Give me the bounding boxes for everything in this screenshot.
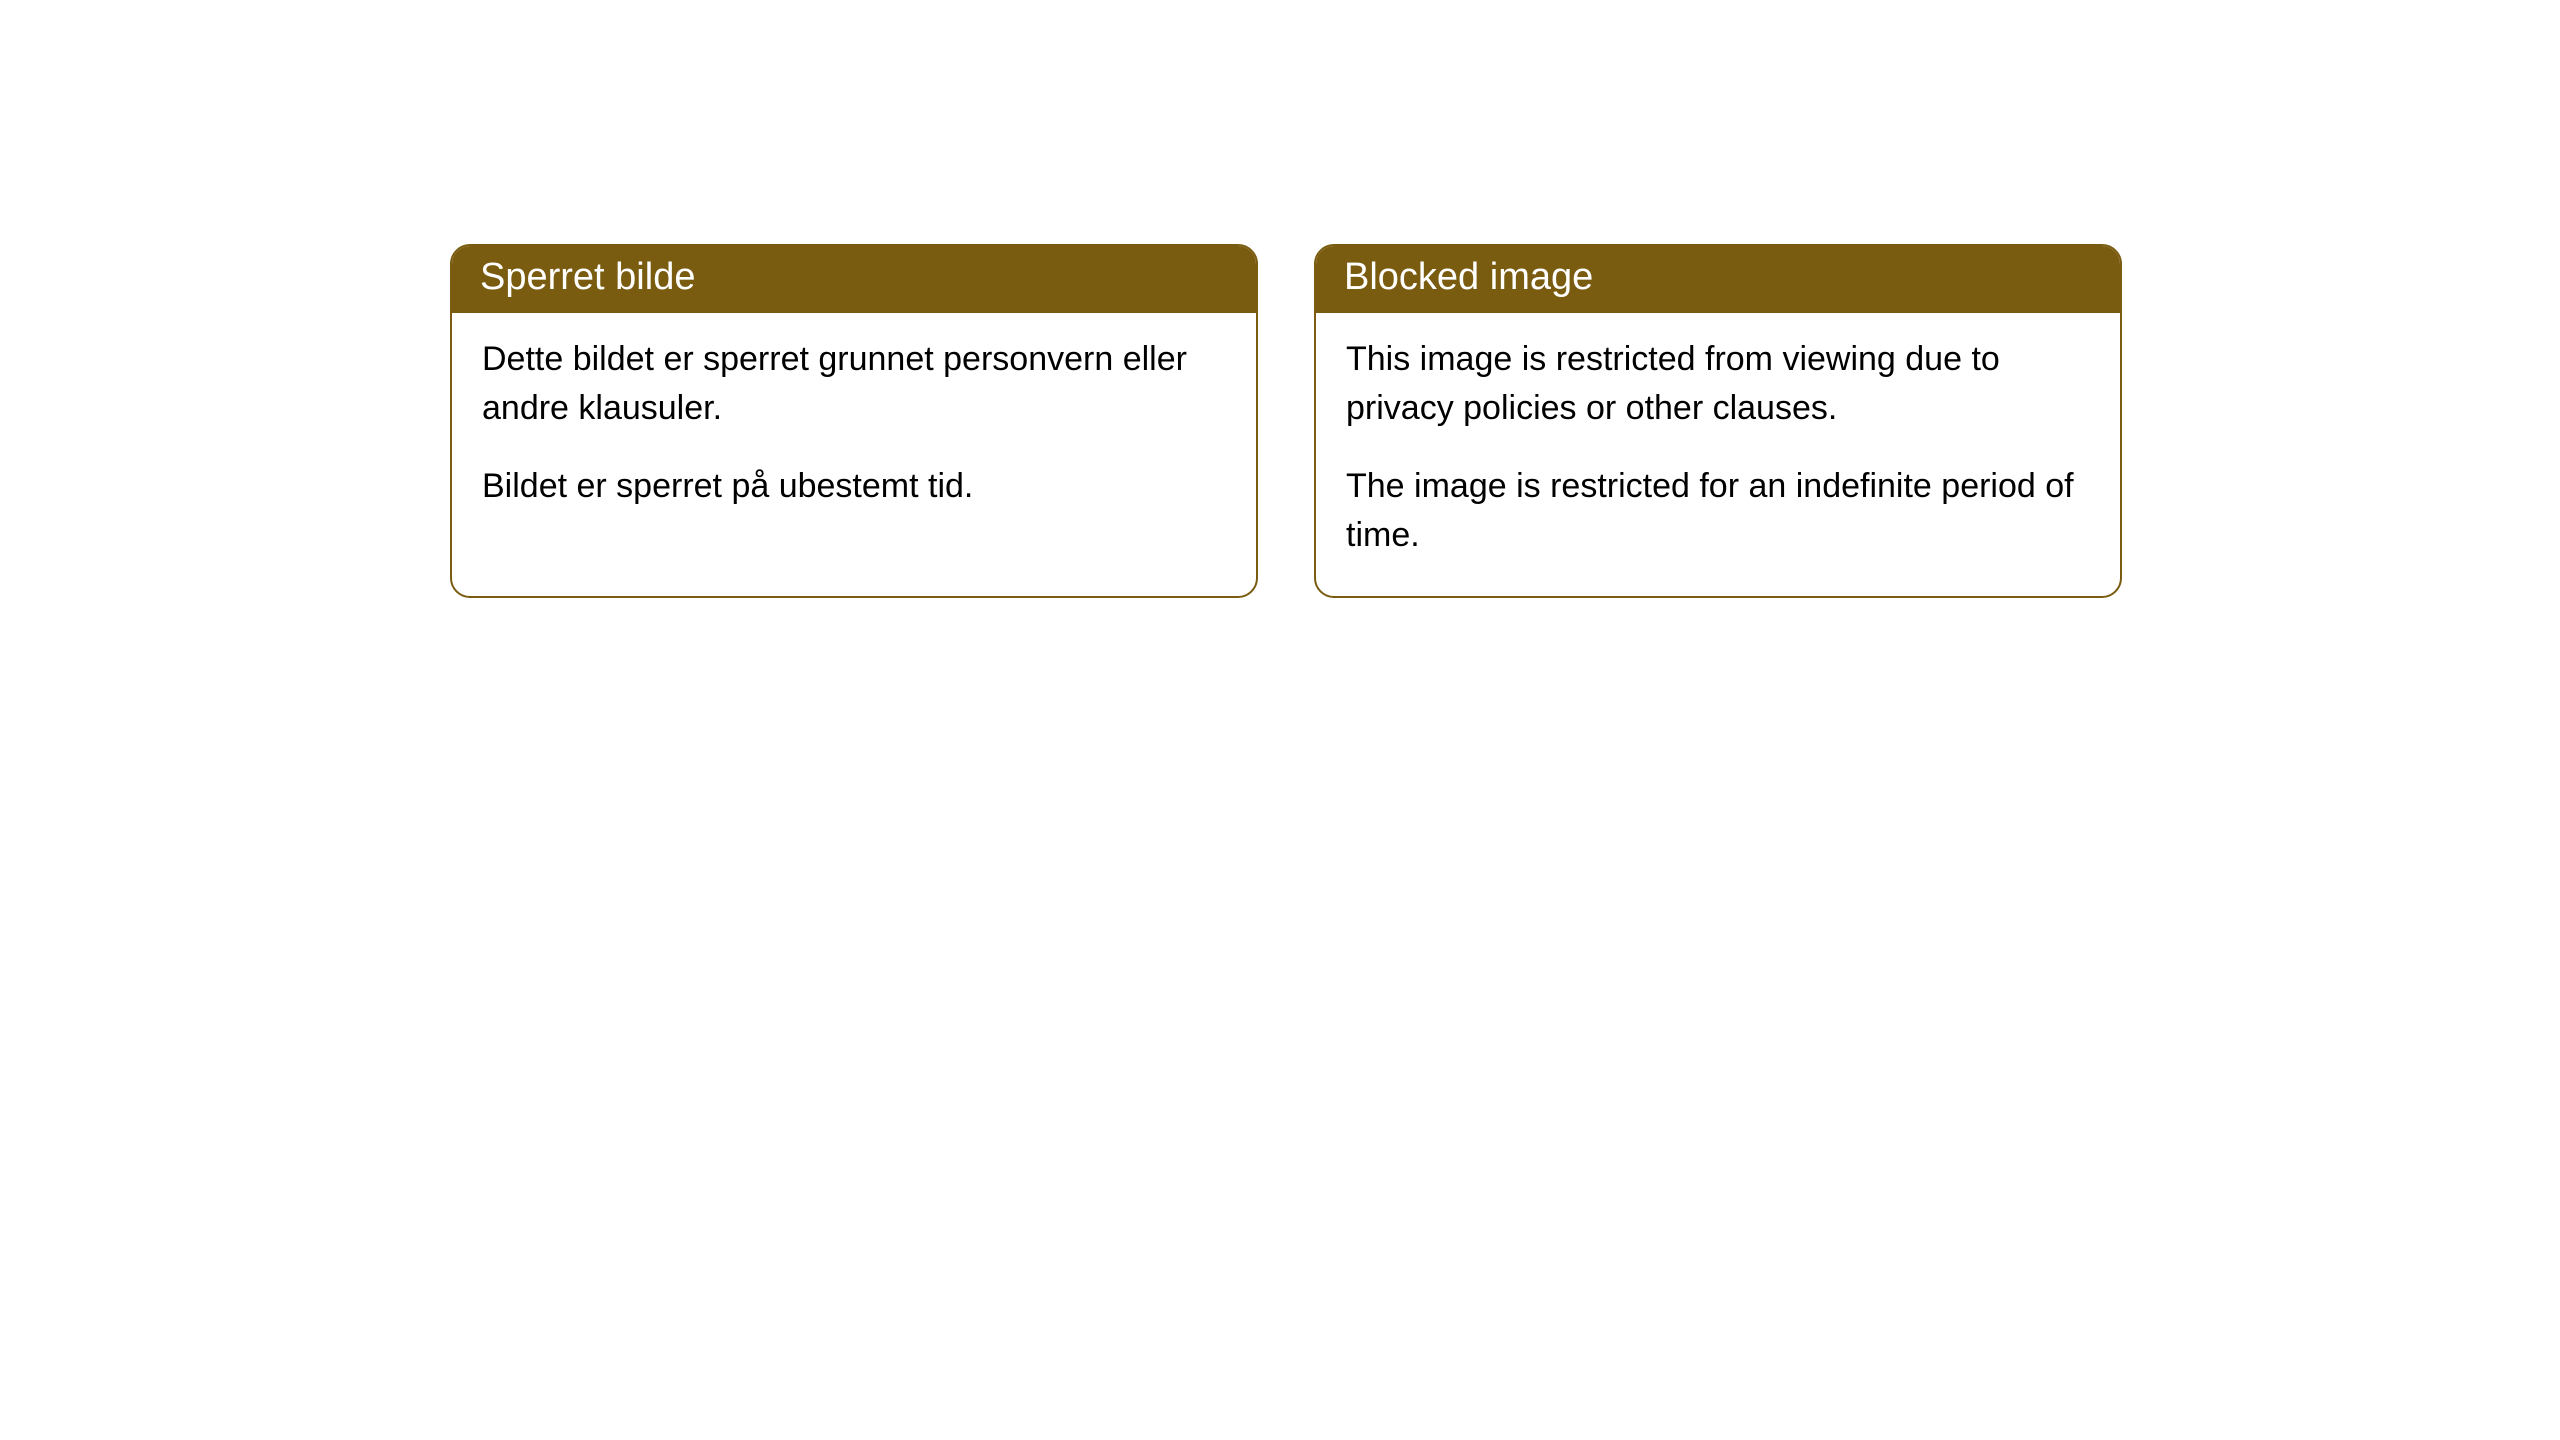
cards-container: Sperret bilde Dette bildet er sperret gr… xyxy=(450,244,2122,598)
card-paragraph-1-en: This image is restricted from viewing du… xyxy=(1346,335,2090,434)
card-paragraph-2-no: Bildet er sperret på ubestemt tid. xyxy=(482,462,1226,511)
blocked-image-card-no: Sperret bilde Dette bildet er sperret gr… xyxy=(450,244,1258,598)
card-body-en: This image is restricted from viewing du… xyxy=(1316,313,2120,596)
card-body-no: Dette bildet er sperret grunnet personve… xyxy=(452,313,1256,547)
card-title-en: Blocked image xyxy=(1344,256,1593,298)
card-header-en: Blocked image xyxy=(1316,246,2120,313)
card-paragraph-2-en: The image is restricted for an indefinit… xyxy=(1346,462,2090,561)
card-paragraph-1-no: Dette bildet er sperret grunnet personve… xyxy=(482,335,1226,434)
card-title-no: Sperret bilde xyxy=(480,256,695,298)
card-header-no: Sperret bilde xyxy=(452,246,1256,313)
blocked-image-card-en: Blocked image This image is restricted f… xyxy=(1314,244,2122,598)
